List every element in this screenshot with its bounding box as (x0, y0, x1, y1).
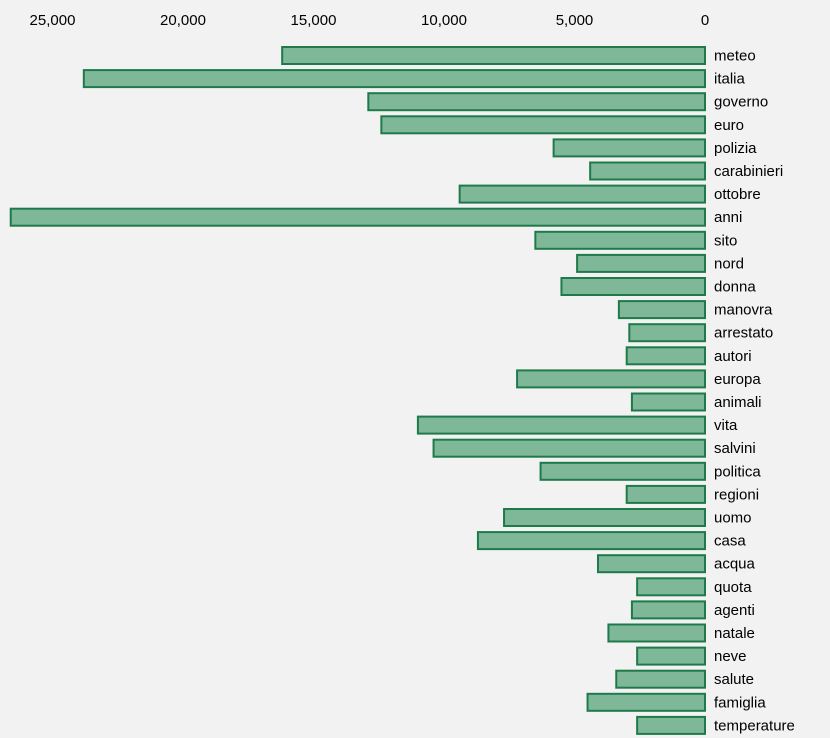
x-tick-label: 0 (701, 12, 709, 29)
bar-governo (367, 92, 706, 112)
bar-manovra (617, 300, 706, 320)
category-label-euro: euro (714, 117, 744, 134)
bar-temperature (636, 715, 707, 735)
category-label-politica: politica (714, 463, 761, 480)
bar-meteo (281, 46, 706, 65)
x-axis-ticks: 25,000 20,000 15,000 10,000 5,000 0 (30, 12, 710, 29)
category-label-animali: animali (714, 394, 762, 411)
bar-sito (534, 230, 706, 250)
bar-autori (625, 346, 707, 366)
bar-euro (380, 115, 706, 135)
bar-salute (615, 669, 707, 689)
category-label-manovra: manovra (714, 302, 773, 319)
bar-italia (82, 69, 706, 89)
category-label-neve: neve (714, 648, 747, 665)
bar-uomo (503, 508, 706, 527)
category-label-italia: italia (714, 71, 746, 88)
category-label-governo: governo (714, 94, 768, 111)
category-label-famiglia: famiglia (714, 694, 766, 711)
bar-agenti (630, 600, 706, 620)
bar-regioni (625, 484, 707, 504)
category-label-casa: casa (714, 533, 746, 550)
x-tick-label: 25,000 (30, 12, 76, 29)
bars-group (9, 46, 707, 735)
category-label-nord: nord (714, 255, 744, 272)
category-label-salvini: salvini (714, 440, 756, 457)
category-labels: meteo italia governo euro polizia carabinieri… (714, 48, 795, 735)
category-label-uomo: uomo (714, 510, 752, 527)
category-label-quota: quota (714, 579, 752, 596)
bar-nord (576, 253, 706, 273)
category-label-carabinieri: carabinieri (714, 163, 783, 180)
bar-politica (539, 461, 706, 481)
bar-natale (607, 623, 706, 643)
bar-polizia (552, 138, 706, 158)
category-label-autori: autori (714, 348, 752, 365)
category-label-regioni: regioni (714, 486, 759, 503)
bar-ottobre (458, 184, 706, 204)
bar-neve (636, 646, 707, 666)
category-label-arrestato: arrestato (714, 325, 773, 342)
category-label-meteo: meteo (714, 48, 756, 65)
x-tick-label: 15,000 (291, 12, 337, 29)
category-label-agenti: agenti (714, 602, 755, 619)
category-label-ottobre: ottobre (714, 186, 761, 203)
bar-europa (516, 369, 707, 389)
category-label-sito: sito (714, 232, 737, 249)
category-label-polizia: polizia (714, 140, 757, 157)
bar-vita (416, 415, 706, 435)
bar-quota (636, 577, 707, 597)
bar-famiglia (586, 692, 706, 712)
category-label-natale: natale (714, 625, 755, 642)
x-tick-label: 5,000 (556, 12, 594, 29)
category-label-vita: vita (714, 417, 738, 434)
bar-acqua (596, 554, 706, 574)
category-label-anni: anni (714, 209, 742, 226)
category-label-donna: donna (714, 279, 756, 296)
bar-donna (560, 277, 707, 296)
bar-salvini (432, 438, 706, 458)
category-label-acqua: acqua (714, 556, 756, 573)
bar-anni (9, 207, 707, 227)
bar-casa (476, 531, 706, 551)
category-label-salute: salute (714, 671, 754, 688)
bar-arrestato (628, 323, 706, 343)
category-label-europa: europa (714, 371, 761, 388)
x-tick-label: 10,000 (421, 12, 467, 29)
category-label-temperature: temperature (714, 717, 795, 734)
bar-carabinieri (589, 161, 706, 181)
x-tick-label: 20,000 (160, 12, 206, 29)
bar-animali (630, 392, 706, 412)
